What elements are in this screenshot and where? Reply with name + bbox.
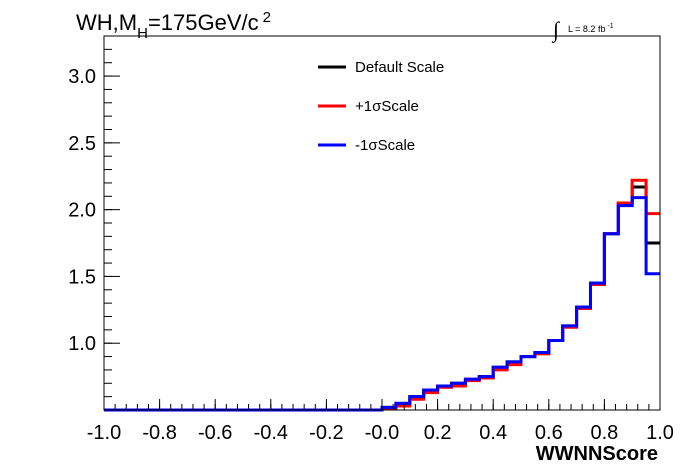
title-subscript: H (137, 25, 148, 42)
x-tick-label: 0.2 (424, 422, 452, 444)
y-tick-label: 2.5 (68, 133, 96, 155)
x-tick-label: -0.2 (309, 422, 343, 444)
legend-label-3: -1σScale (355, 137, 415, 154)
y-tick-label: 1.0 (68, 333, 96, 355)
title-rest: =175GeV/c (148, 10, 259, 35)
x-tick-label: -0.6 (198, 422, 232, 444)
x-tick-label: 0.8 (590, 422, 618, 444)
y-tick-label: 2.0 (68, 200, 96, 222)
integral-symbol: ∫ (551, 17, 561, 43)
title-superscript: 2 (263, 9, 271, 26)
lumi-label: L = 8.2 fb -1 (568, 23, 614, 34)
x-tick-label: 0.6 (535, 422, 563, 444)
x-tick-label: -1.0 (87, 422, 121, 444)
lumi-superscript: -1 (607, 23, 613, 30)
x-axis-title: WWNNScore (536, 443, 658, 465)
x-tick-label: 0.4 (479, 422, 507, 444)
x-tick-label: 1.0 (646, 422, 674, 444)
y-tick-label: 1.5 (68, 266, 96, 288)
lumi-text: L = 8.2 fb (568, 24, 605, 34)
legend-label-1: Default Scale (355, 59, 444, 76)
legend: Default Scale +1σScale -1σScale (318, 59, 444, 154)
x-tick-label: -0.4 (254, 422, 288, 444)
y-tick-label: 3.0 (68, 66, 96, 88)
plot-frame (103, 35, 661, 411)
x-tick-label: -0.8 (142, 422, 176, 444)
chart-title: WH,MH=175GeV/c 2 (76, 9, 271, 42)
title-main: WH,M (76, 10, 137, 35)
tick-layer: -1.0 -0.8 -0.6 -0.4 -0.2 -0.0 0.2 0.4 0.6 0.8 1.0 1… (68, 48, 674, 444)
x-tick-label: -0.0 (365, 422, 399, 444)
legend-label-2: +1σScale (355, 98, 419, 115)
